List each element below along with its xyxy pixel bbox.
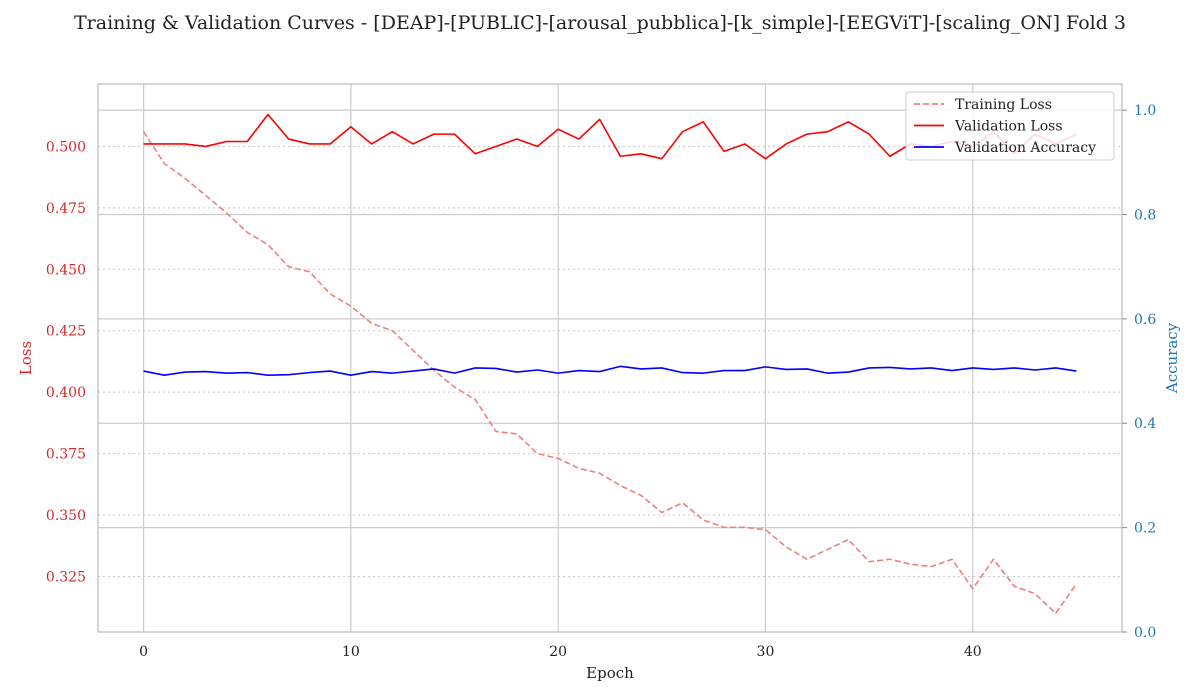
series-line-validation-accuracy: [143, 365, 1077, 377]
legend-box: [905, 91, 1115, 161]
legend-label: Validation Loss: [954, 119, 1063, 135]
x-tick-label: 10: [342, 644, 360, 660]
y-axis-label-left: Loss: [17, 341, 35, 375]
y-right-tick-label: 0.4: [1134, 416, 1156, 432]
ticks: 0 10 20 30 40 0.325 0.350 0.375 0.400 0.425 0.450 0…: [46, 103, 1156, 660]
y-right-tick-label: 0.6: [1134, 312, 1156, 328]
x-tick-label: 20: [549, 644, 567, 660]
y-right-tick-label: 1.0: [1134, 103, 1156, 119]
y-left-tick-label: 0.450: [46, 262, 86, 278]
y-left-tick-label: 0.375: [46, 447, 86, 463]
y-left-tick-label: 0.350: [46, 508, 86, 524]
x-axis-label: Epoch: [586, 664, 634, 682]
y-right-tick-label: 0.2: [1134, 521, 1156, 537]
legend: Training Loss Validation Loss Validation A…: [905, 91, 1115, 161]
chart-title: Training & Validation Curves - [DEAP]-[P…: [74, 12, 1126, 34]
y-left-tick-label: 0.400: [46, 385, 86, 401]
y-left-tick-label: 0.500: [46, 139, 86, 155]
legend-label: Validation Accuracy: [954, 140, 1096, 156]
x-tick-label: 40: [964, 644, 982, 660]
x-tick-label: 30: [757, 644, 775, 660]
grid: [98, 84, 1122, 632]
y-right-tick-label: 0.8: [1134, 207, 1156, 223]
series-line-training-loss: [142, 131, 1078, 615]
x-tick-label: 0: [139, 644, 148, 660]
y-left-tick-label: 0.475: [46, 201, 86, 217]
legend-label: Training Loss: [955, 97, 1052, 113]
y-right-tick-label: 0.0: [1134, 625, 1156, 641]
y-axis-label-right: Accuracy: [1163, 322, 1181, 394]
y-left-tick-label: 0.425: [46, 324, 86, 340]
series-layer: [142, 113, 1078, 615]
y-left-tick-label: 0.325: [46, 569, 86, 585]
plot-frame: [97, 83, 1123, 633]
